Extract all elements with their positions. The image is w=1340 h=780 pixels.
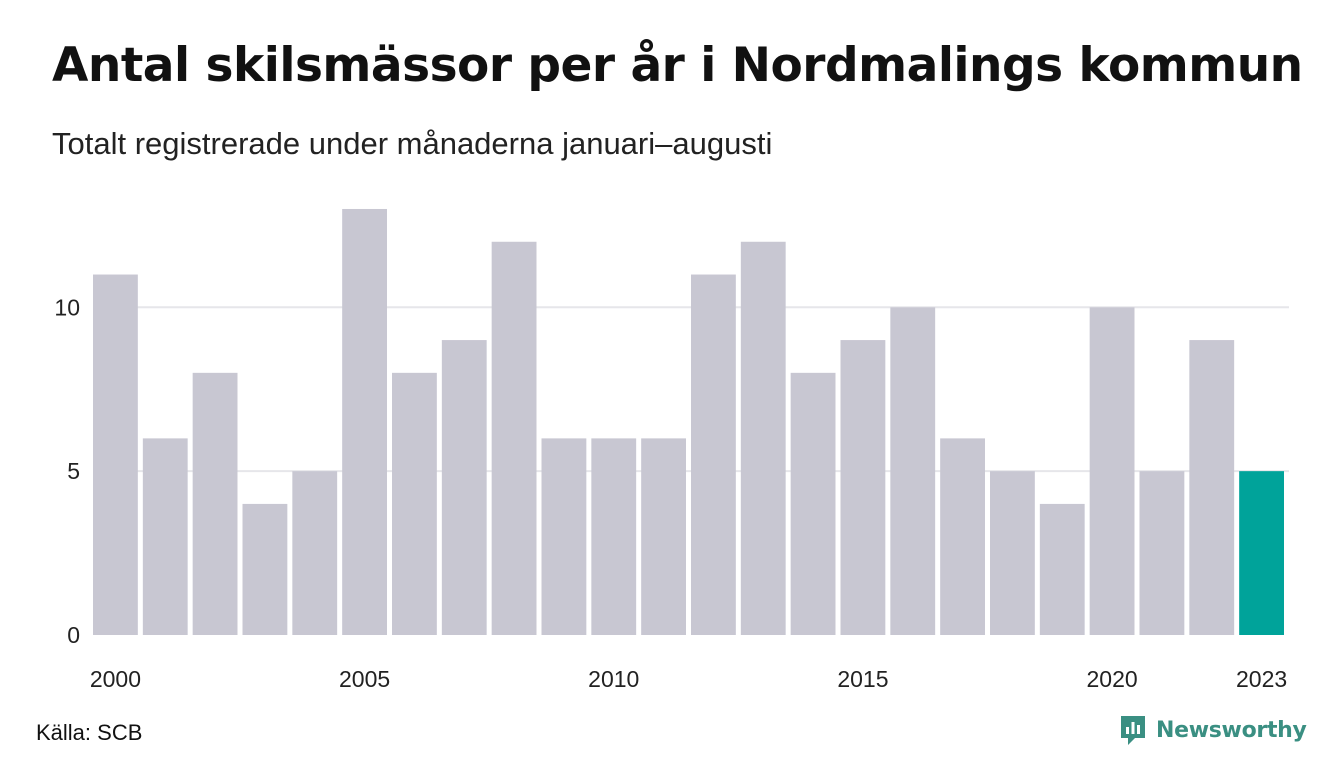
x-tick-label: 2015: [837, 666, 888, 692]
y-tick-label: 0: [67, 622, 80, 648]
y-tick-label: 5: [67, 458, 80, 484]
bar-2022: [1189, 340, 1235, 635]
bar-2010: [591, 438, 637, 635]
bar-2019: [1039, 503, 1085, 635]
bar-2009: [541, 438, 587, 635]
x-tick-label: 2023: [1236, 666, 1287, 692]
x-axis: 2000 2005 2010 2015 2020 2023: [90, 666, 1287, 692]
bar-chart: 0 5 10 2000 2005 2010 2015 2020 2023: [54, 208, 1289, 692]
chart-title: Antal skilsmässor per år i Nordmalings k…: [52, 38, 1303, 93]
x-tick-label: 2005: [339, 666, 390, 692]
bar-2021: [1139, 471, 1185, 635]
x-tick-label: 2020: [1086, 666, 1137, 692]
chart-subtitle: Totalt registrerade under månaderna janu…: [52, 126, 773, 161]
bar-2002: [192, 372, 238, 635]
bar-2005: [342, 208, 387, 636]
bar-2001: [142, 438, 188, 635]
bar-2011: [641, 438, 686, 635]
bar-2004: [292, 471, 338, 635]
newsworthy-logo-icon: [1121, 716, 1145, 745]
bar-2017: [940, 438, 985, 635]
y-tick-label: 10: [54, 294, 80, 320]
bar-2023: [1239, 471, 1284, 635]
bar-2007: [441, 340, 487, 635]
bar-2014: [790, 372, 836, 635]
bar-2000: [93, 274, 138, 635]
bar-2008: [491, 241, 537, 635]
bars: [93, 208, 1284, 636]
bar-2012: [691, 274, 736, 635]
bar-2020: [1089, 307, 1135, 635]
source-note: Källa: SCB: [36, 720, 143, 745]
bar-2015: [840, 340, 886, 635]
brand-name: Newsworthy: [1156, 717, 1307, 743]
bar-2003: [242, 503, 288, 635]
bar-2016: [890, 307, 936, 635]
brand-logo-group: Newsworthy: [1118, 713, 1307, 747]
bar-2013: [740, 241, 786, 635]
bar-2006: [392, 372, 437, 635]
y-axis: 0 5 10: [54, 294, 80, 648]
bar-2018: [990, 471, 1035, 635]
x-tick-label: 2000: [90, 666, 141, 692]
x-tick-label: 2010: [588, 666, 639, 692]
